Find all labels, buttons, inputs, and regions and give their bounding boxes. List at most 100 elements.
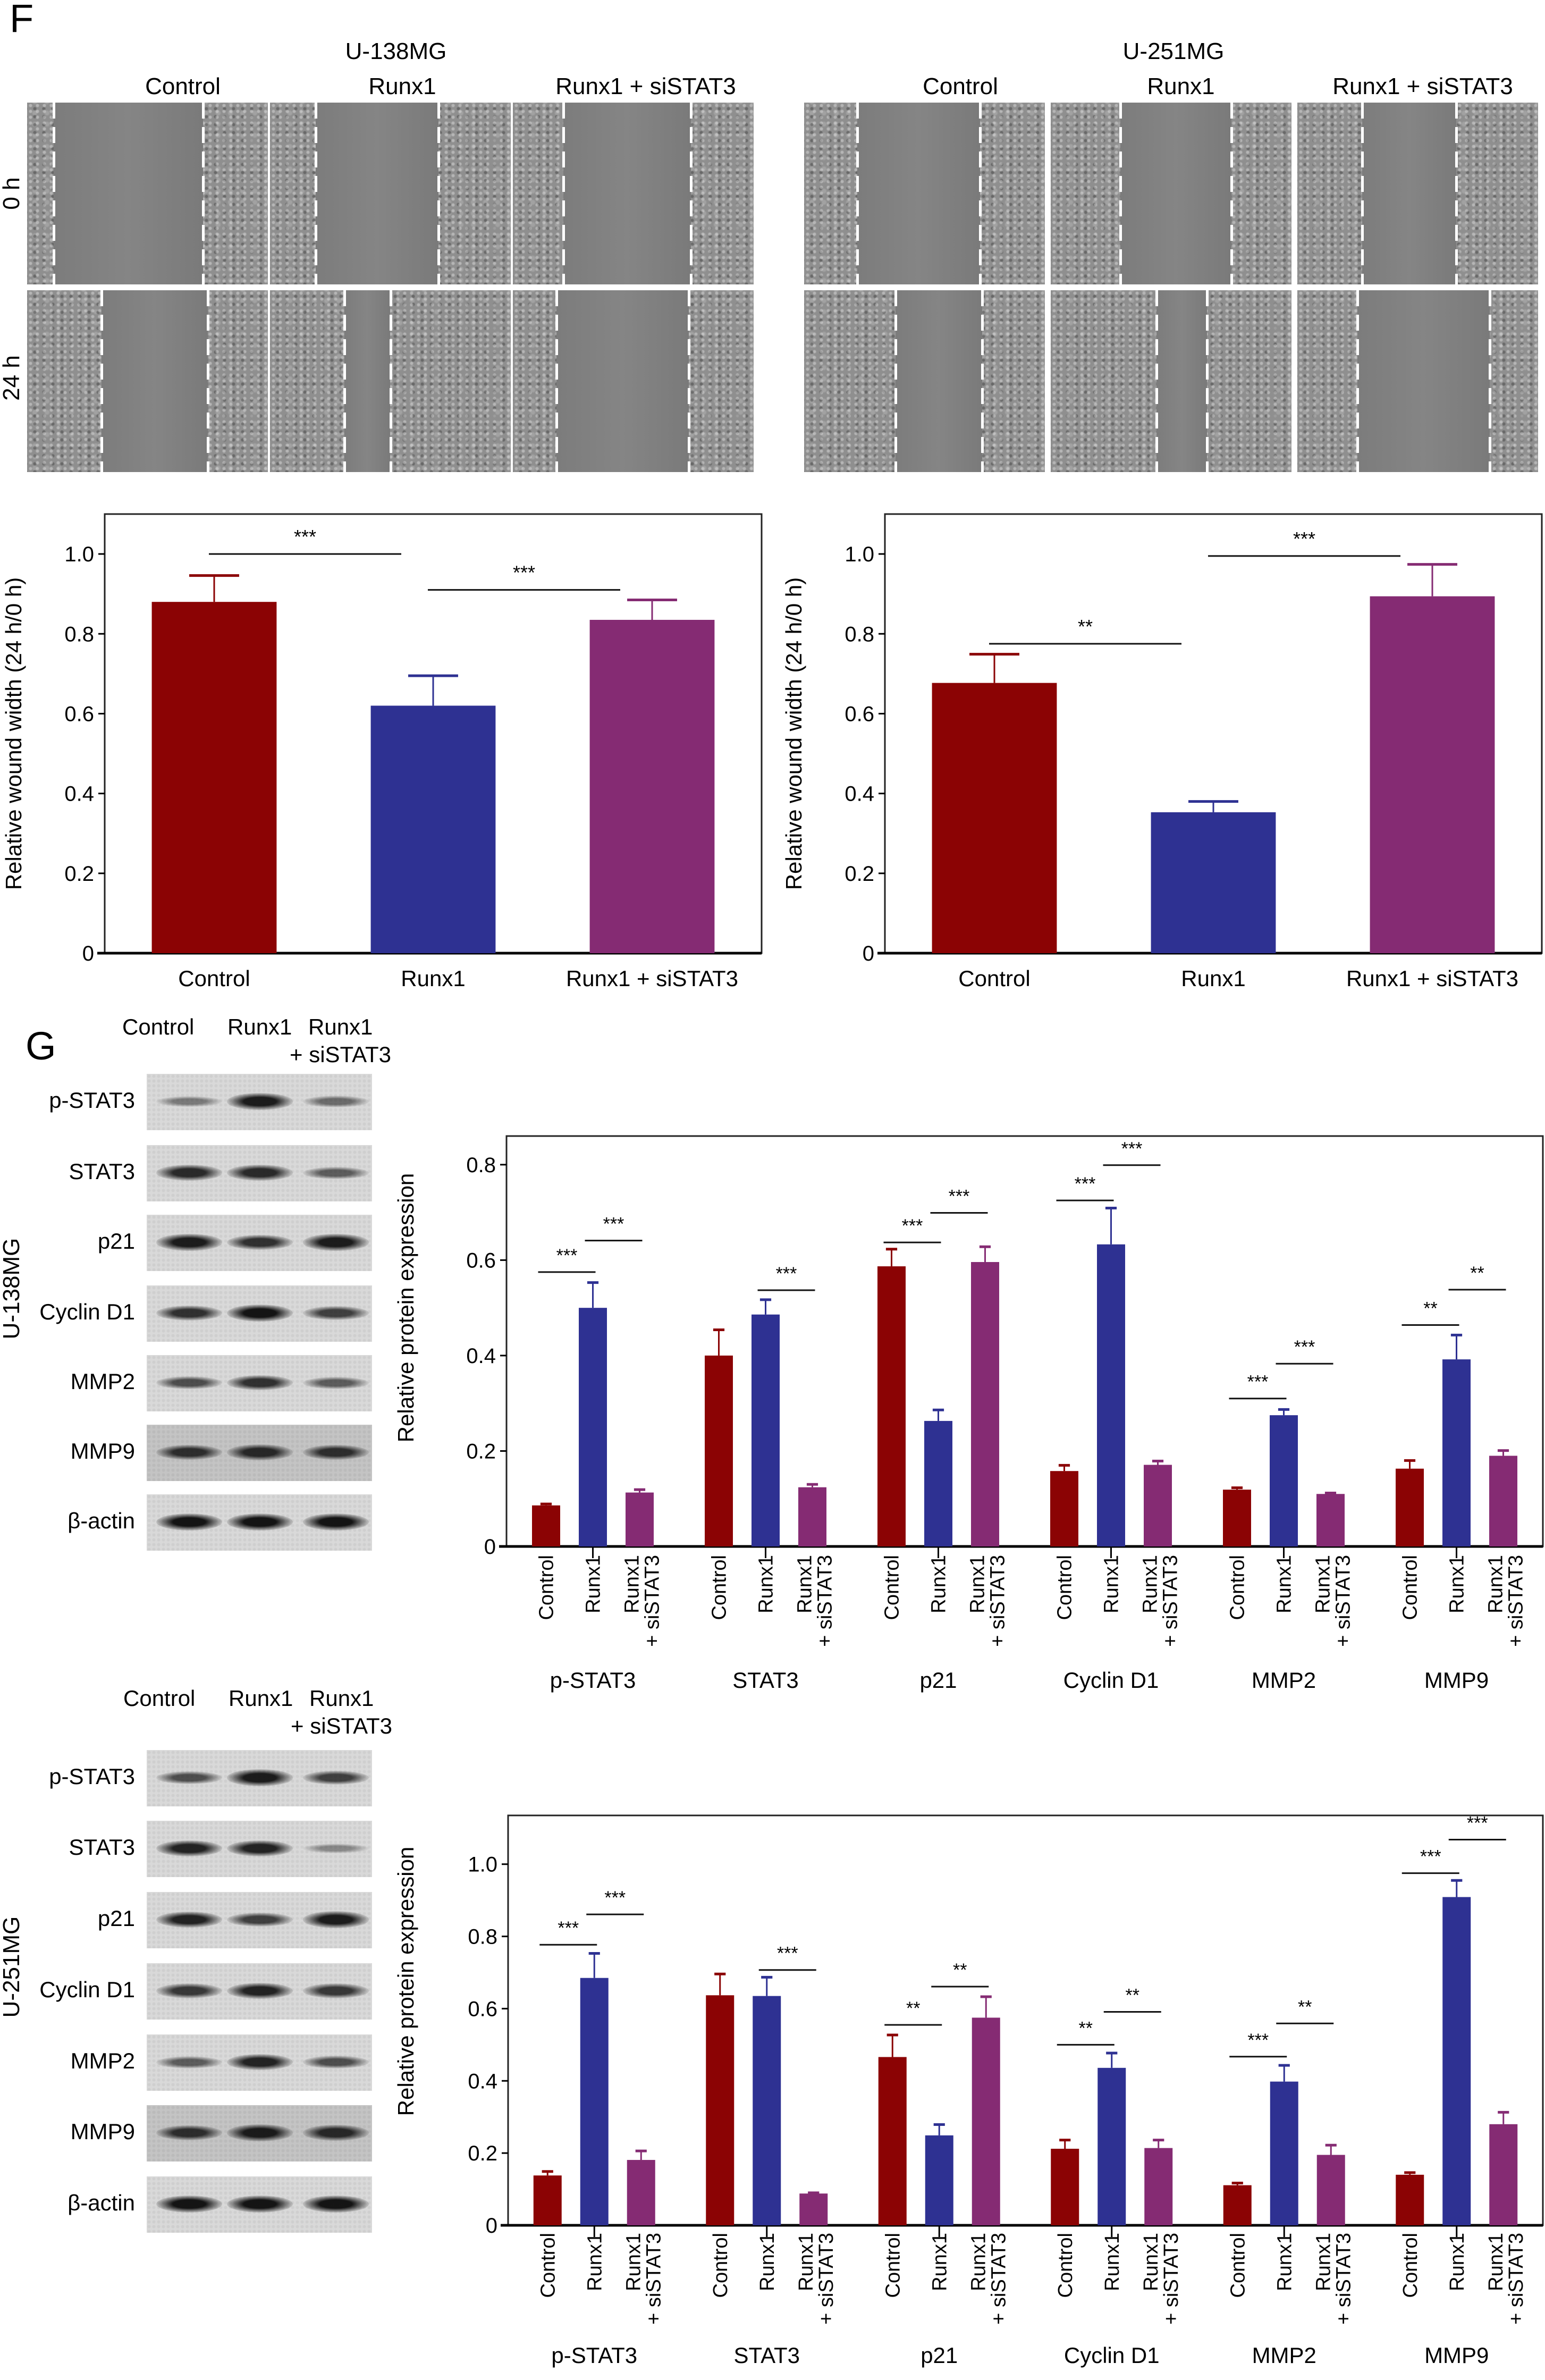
y-tick-label: 0.6 <box>845 702 874 726</box>
blot-band <box>156 2056 222 2068</box>
bar-label: + siSTAT3 <box>815 2233 838 2325</box>
bar-label: + siSTAT3 <box>814 1555 837 1647</box>
condition-label: Control <box>923 73 998 99</box>
x-category-label: Control <box>958 966 1030 991</box>
condition-label: Runx1 + siSTAT3 <box>555 73 736 99</box>
blot-band <box>303 2196 369 2213</box>
blot-header-control: Control <box>122 1014 195 1039</box>
bar-label: Runx1 <box>1446 1555 1468 1613</box>
blot-band <box>156 1771 222 1785</box>
wound-edge-dashed-line <box>1119 103 1122 284</box>
bar-label: Runx1 <box>1485 1555 1507 1613</box>
blot-band <box>227 1305 293 1322</box>
blot-strip <box>147 1285 372 1342</box>
group-label: Cyclin D1 <box>1063 1668 1159 1693</box>
blot-strip <box>147 1494 372 1551</box>
wound-micrograph <box>270 290 511 472</box>
blot-band <box>227 1840 293 1857</box>
y-tick-label: 1.0 <box>845 543 874 566</box>
blot-protein-label: p-STAT3 <box>49 1764 135 1789</box>
wound-edge-dashed-line <box>343 290 347 472</box>
significance-stars: *** <box>902 1216 923 1236</box>
bar-label: Control <box>1227 2233 1249 2298</box>
group-label: MMP9 <box>1424 2343 1489 2368</box>
bar <box>579 1308 607 1546</box>
blot-band <box>156 1096 222 1107</box>
wound-edge-dashed-line <box>1489 290 1492 472</box>
bar-label: Control <box>537 2233 559 2298</box>
blot-strip <box>147 2034 372 2091</box>
bar <box>370 705 496 953</box>
blot-header-combo-2: + siSTAT3 <box>290 1042 391 1067</box>
x-category-label: Runx1 + siSTAT3 <box>566 966 738 991</box>
blot-band <box>303 2055 369 2069</box>
wound-micrograph <box>1051 103 1291 284</box>
bar <box>932 683 1057 953</box>
bar-label: Runx1 <box>795 2233 817 2291</box>
x-category-label: Control <box>178 966 250 991</box>
wound-gap <box>1362 103 1456 284</box>
y-tick-label: 0 <box>863 942 874 965</box>
bar <box>1050 1471 1078 1546</box>
blot-strip <box>147 1145 372 1201</box>
blot-band <box>156 1983 222 1998</box>
blot-band <box>303 1234 369 1251</box>
bar <box>1442 1359 1471 1546</box>
bar <box>533 2175 562 2225</box>
bar <box>1223 2185 1252 2225</box>
cell-line-title-u138mg: U-138MG <box>345 38 447 64</box>
blot-band <box>227 2196 293 2213</box>
bar-label: + siSTAT3 <box>641 1555 664 1647</box>
x-category-label: Runx1 <box>401 966 465 991</box>
y-tick-label: 0.2 <box>466 1440 496 1463</box>
bar <box>1489 1456 1517 1546</box>
blot-strip <box>147 1821 372 1877</box>
wound-edge-dashed-line <box>389 290 392 472</box>
wound-gap <box>316 103 439 284</box>
wound-micrograph <box>513 103 754 284</box>
significance-stars: *** <box>777 1944 798 1964</box>
bar-label: Runx1 <box>756 2233 779 2291</box>
bar-label: Runx1 <box>1139 1555 1162 1613</box>
wound-edge-dashed-line <box>981 290 984 472</box>
blot-band <box>303 1844 369 1853</box>
blot-band <box>156 1376 222 1390</box>
wound-micrograph <box>1051 290 1291 472</box>
wound-edge-dashed-line <box>52 103 55 284</box>
wound-edge-dashed-line <box>690 103 693 284</box>
bar-label: Runx1 <box>794 1555 816 1613</box>
blot-band <box>156 1234 222 1251</box>
bar <box>753 1996 781 2225</box>
wound-gap <box>1120 103 1231 284</box>
bar <box>1051 2148 1079 2225</box>
bar-label: Control <box>1399 2233 1422 2298</box>
wound-edge-dashed-line <box>856 103 859 284</box>
significance-stars: *** <box>1247 1372 1269 1392</box>
blot-strip <box>147 2176 372 2233</box>
bar-label: Runx1 <box>967 2233 990 2291</box>
y-tick-label: 0.4 <box>64 783 94 806</box>
blot-header-runx1: Runx1 <box>227 1014 292 1039</box>
blot-band <box>156 2196 222 2213</box>
y-axis-label: Relative wound width (24 h/0 h) <box>1 577 26 890</box>
y-axis-label: Relative protein expression <box>393 1847 418 2116</box>
bar <box>798 1487 826 1546</box>
panel-label-g: G <box>26 1024 56 1068</box>
blot-protein-label: Cyclin D1 <box>39 1977 135 2002</box>
blot-band <box>156 1444 222 1460</box>
bar <box>1316 1494 1345 1546</box>
bar <box>706 1995 734 2225</box>
blot-strip <box>147 1750 372 1806</box>
blot-band <box>227 1769 293 1786</box>
bar-label: Runx1 <box>1101 1555 1123 1613</box>
bar <box>1097 1244 1125 1546</box>
blot-protein-label: β-actin <box>67 2190 135 2215</box>
blot-band <box>303 1096 369 1107</box>
bar-label: Control <box>1399 1555 1422 1620</box>
blot-band <box>303 1376 369 1389</box>
bar <box>1144 2148 1173 2225</box>
wound-micrograph <box>27 103 268 284</box>
wound-edge-dashed-line <box>1155 290 1159 472</box>
blot-strip <box>147 1074 372 1130</box>
blot-band <box>227 1165 293 1181</box>
